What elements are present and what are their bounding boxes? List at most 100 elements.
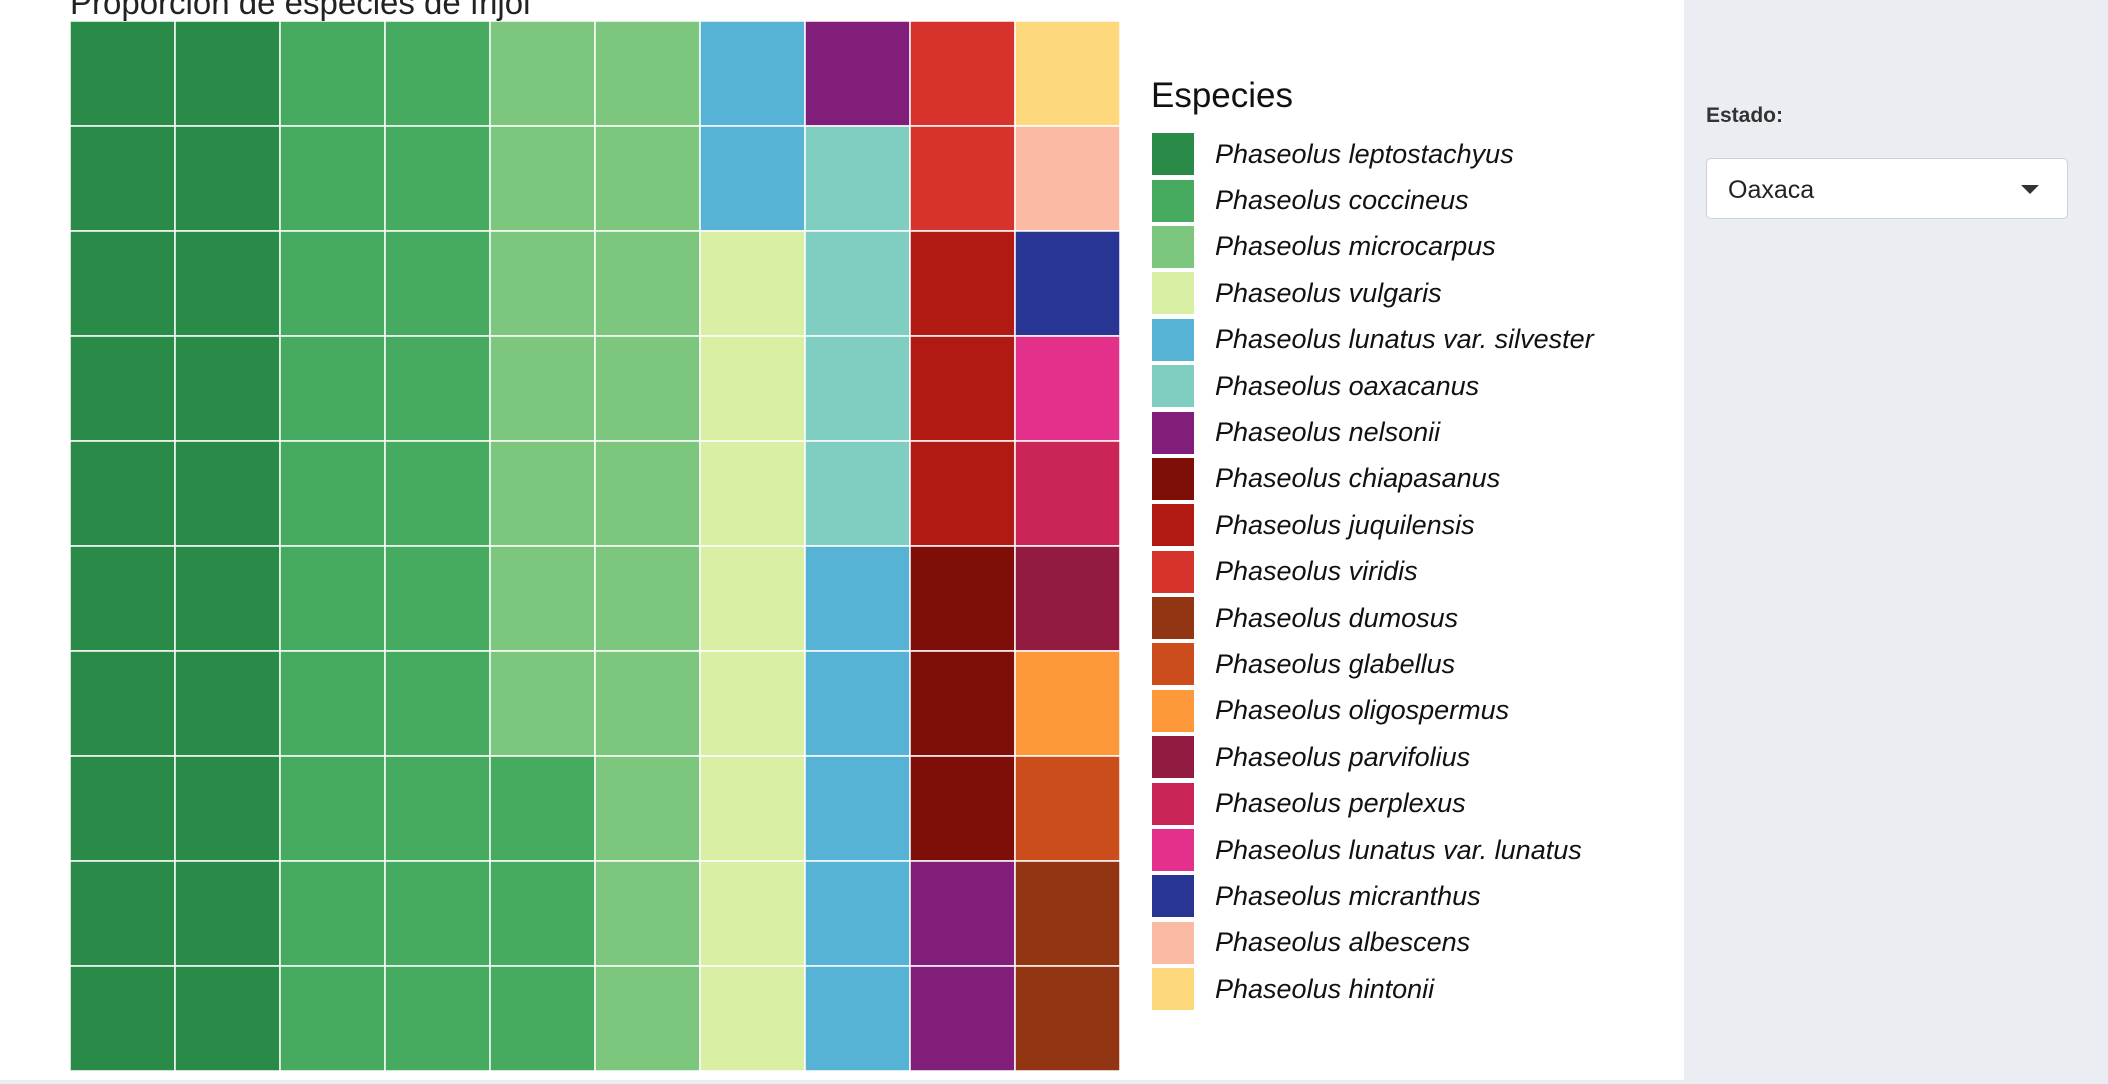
waffle-cell: [804, 650, 911, 757]
waffle-cell: [699, 755, 806, 862]
chart-title: Proporción de especies de frijol: [70, 0, 531, 21]
legend-item: Phaseolus micranthus: [1151, 873, 1594, 919]
waffle-cell: [70, 650, 176, 757]
waffle-chart: [70, 21, 1120, 1071]
waffle-cell: [699, 440, 806, 547]
legend-swatch: [1151, 456, 1195, 501]
waffle-cell: [489, 21, 596, 127]
waffle-cell: [174, 440, 281, 547]
bottom-strip: [0, 1080, 1684, 1084]
legend-label: Phaseolus oligospermus: [1215, 695, 1510, 726]
estado-select[interactable]: Oaxaca: [1706, 158, 2068, 219]
waffle-cell: [699, 545, 806, 652]
legend-label: Phaseolus nelsonii: [1215, 417, 1441, 448]
legend-item: Phaseolus viridis: [1151, 549, 1594, 595]
waffle-cell: [909, 755, 1016, 862]
waffle-cell: [70, 860, 176, 967]
waffle-cell: [909, 545, 1016, 652]
waffle-cell: [70, 755, 176, 862]
legend-label: Phaseolus lunatus var. silvester: [1215, 324, 1594, 355]
legend-label: Phaseolus leptostachyus: [1215, 138, 1514, 169]
waffle-cell: [909, 965, 1016, 1071]
legend-item: Phaseolus juquilensis: [1151, 502, 1594, 548]
chevron-down-icon: [2021, 185, 2039, 194]
waffle-cell: [909, 650, 1016, 757]
waffle-cell: [909, 440, 1016, 547]
waffle-cell: [279, 965, 386, 1071]
waffle-cell: [279, 230, 386, 337]
estado-selected-value: Oaxaca: [1728, 176, 1815, 204]
waffle-cell: [384, 440, 491, 547]
waffle-cell: [384, 965, 491, 1071]
legend-swatch: [1151, 132, 1195, 177]
waffle-cell: [174, 860, 281, 967]
waffle-cell: [1014, 440, 1120, 547]
waffle-cell: [804, 860, 911, 967]
waffle-cell: [70, 21, 176, 127]
waffle-cell: [489, 545, 596, 652]
legend-item: Phaseolus albescens: [1151, 920, 1594, 966]
waffle-cell: [489, 755, 596, 862]
waffle-cell: [1014, 335, 1120, 442]
legend-label: Phaseolus dumosus: [1215, 602, 1459, 633]
legend-swatch: [1151, 874, 1195, 919]
waffle-cell: [594, 755, 701, 862]
legend-label: Phaseolus juquilensis: [1215, 509, 1475, 540]
plot-area: Proporción de especies de frijol Especie…: [70, 0, 1594, 1071]
waffle-cell: [1014, 125, 1120, 232]
waffle-cell: [279, 860, 386, 967]
waffle-cell: [594, 335, 701, 442]
legend-swatch: [1151, 828, 1195, 873]
legend-items: Phaseolus leptostachyus Phaseolus coccine…: [1151, 131, 1594, 1012]
waffle-cell: [1014, 650, 1120, 757]
legend-swatch: [1151, 224, 1195, 269]
legend-swatch: [1151, 503, 1195, 548]
waffle-cell: [174, 21, 281, 127]
legend-item: Phaseolus parvifolius: [1151, 734, 1594, 780]
waffle-cell: [699, 230, 806, 337]
waffle-cell: [804, 545, 911, 652]
waffle-cell: [279, 650, 386, 757]
waffle-cell: [594, 965, 701, 1071]
waffle-cell: [699, 965, 806, 1071]
estado-label: Estado:: [1706, 104, 1784, 127]
legend-item: Phaseolus chiapasanus: [1151, 456, 1594, 502]
legend-item: Phaseolus microcarpus: [1151, 224, 1594, 270]
waffle-cell: [594, 860, 701, 967]
waffle-cell: [279, 440, 386, 547]
legend-swatch: [1151, 596, 1195, 641]
legend-item: Phaseolus nelsonii: [1151, 409, 1594, 455]
waffle-cell: [1014, 965, 1120, 1071]
legend-item: Phaseolus coccineus: [1151, 177, 1594, 223]
waffle-cell: [804, 335, 911, 442]
waffle-cell: [489, 860, 596, 967]
legend-label: Phaseolus microcarpus: [1215, 231, 1496, 262]
waffle-cell: [174, 965, 281, 1071]
legend-title: Especies: [1151, 76, 1294, 115]
waffle-cell: [594, 650, 701, 757]
legend-label: Phaseolus vulgaris: [1215, 277, 1442, 308]
waffle-cell: [699, 21, 806, 127]
sidebar-panel: Estado: Oaxaca: [1684, 0, 2108, 1084]
waffle-cell: [699, 335, 806, 442]
waffle-cell: [909, 125, 1016, 232]
waffle-cell: [804, 230, 911, 337]
waffle-cell: [70, 965, 176, 1071]
waffle-cell: [804, 21, 911, 127]
waffle-cell: [279, 125, 386, 232]
waffle-cell: [909, 230, 1016, 337]
legend-swatch: [1151, 271, 1195, 316]
legend-label: Phaseolus parvifolius: [1215, 741, 1471, 772]
waffle-cell: [489, 125, 596, 232]
legend-swatch: [1151, 967, 1195, 1012]
legend-label: Phaseolus lunatus var. lunatus: [1215, 834, 1582, 865]
waffle-cell: [489, 965, 596, 1071]
waffle-cell: [384, 125, 491, 232]
waffle-cell: [384, 650, 491, 757]
legend-swatch: [1151, 317, 1195, 362]
legend-label: Phaseolus chiapasanus: [1215, 463, 1501, 494]
waffle-cell: [174, 755, 281, 862]
waffle-cell: [384, 755, 491, 862]
legend-swatch: [1151, 178, 1195, 223]
waffle-cell: [489, 230, 596, 337]
